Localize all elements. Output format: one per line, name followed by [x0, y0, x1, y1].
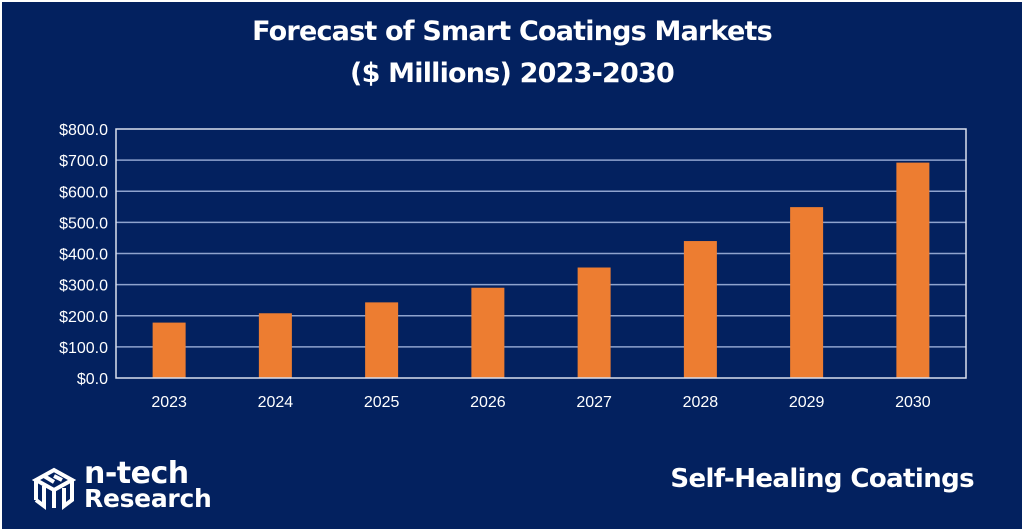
logo-text-research: Research: [84, 484, 212, 513]
y-tick-label: $500.0: [59, 215, 108, 232]
x-tick-label: 2025: [364, 394, 400, 411]
chart-title: Forecast of Smart Coatings Markets: [252, 16, 773, 47]
y-tick-label: $200.0: [59, 309, 108, 326]
plot-frame: [115, 128, 967, 379]
ntech-cube-icon: [32, 467, 76, 510]
y-tick-label: $300.0: [59, 278, 108, 295]
x-tick-label: 2023: [151, 394, 187, 411]
bar-2023: [152, 322, 186, 378]
logo-text-ntech: n-tech: [84, 456, 189, 491]
bar-2029: [790, 207, 824, 378]
ntech-logo: n-tech Research: [32, 456, 232, 522]
bars: [152, 162, 930, 378]
x-tick-label: 2027: [576, 394, 612, 411]
y-tick-label: $700.0: [59, 153, 108, 170]
bar-2026: [471, 287, 505, 378]
x-tick-label: 2026: [470, 394, 506, 411]
bar-2028: [683, 241, 717, 378]
bar-2027: [577, 267, 611, 378]
y-tick-label: $800.0: [59, 122, 108, 139]
y-tick-label: $600.0: [59, 184, 108, 201]
x-axis-ticks: 2023 2024 2025 2026 2027 2028 2029 2030: [151, 394, 930, 411]
bar-2024: [258, 313, 292, 378]
plot-area-border: [115, 128, 967, 379]
y-tick-label: $0.0: [77, 371, 108, 388]
chart-title-line2: ($ Millions) 2023-2030: [350, 58, 675, 89]
y-tick-label: $100.0: [59, 340, 108, 357]
bar-2025: [365, 302, 399, 378]
y-axis-ticks: $0.0 $100.0 $200.0 $300.0 $400.0 $500.0 $600.0…: [59, 122, 108, 388]
x-tick-label: 2024: [258, 394, 294, 411]
x-tick-label: 2028: [683, 394, 719, 411]
gridlines: [116, 159, 966, 348]
y-tick-label: $400.0: [59, 247, 108, 264]
bar-2030: [896, 162, 930, 378]
x-tick-label: 2029: [789, 394, 825, 411]
segment-label: Self-Healing Coatings: [670, 464, 974, 494]
x-tick-label: 2030: [895, 394, 931, 411]
